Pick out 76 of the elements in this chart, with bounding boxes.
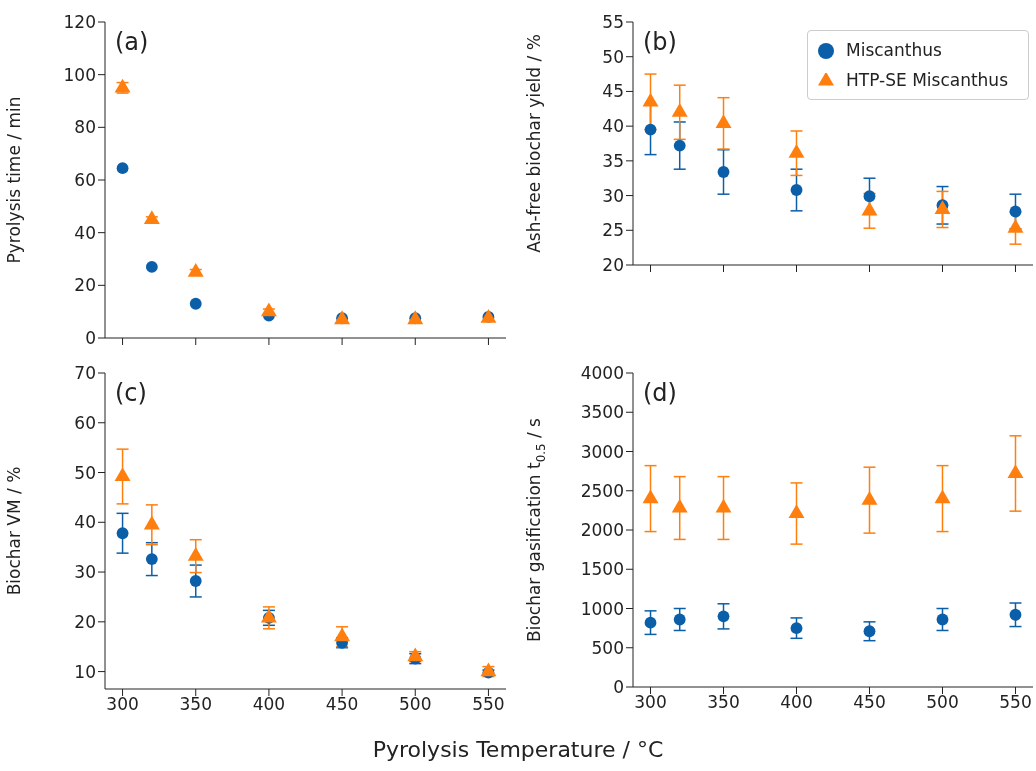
y-tick-label: 45 (602, 81, 624, 102)
x-tick-label: 450 (853, 692, 886, 713)
x-axis-title: Pyrolysis Temperature / °C (371, 737, 665, 762)
y-tick-label: 20 (74, 611, 96, 632)
y-tick-label: 30 (602, 185, 624, 206)
y-tick-label: 50 (602, 46, 624, 67)
y-tick-label: 3500 (580, 402, 624, 423)
point (673, 139, 686, 152)
x-tick-label: 400 (780, 692, 813, 713)
legend-label: Miscanthus (846, 40, 942, 60)
y-tick-label: 1500 (580, 559, 624, 580)
y-axis-title: Pyrolysis time / min (4, 96, 24, 264)
point (788, 144, 805, 158)
y-tick-label: 50 (74, 462, 96, 483)
point (145, 553, 158, 566)
y-tick-label: 3000 (580, 441, 624, 462)
y-tick-label: 30 (74, 562, 96, 583)
x-tick-label: 550 (999, 692, 1032, 713)
point (143, 210, 160, 225)
y-tick-label: 60 (74, 412, 96, 433)
x-tick-label: 500 (926, 692, 959, 713)
point (1009, 205, 1022, 218)
y-tick-label: 25 (602, 220, 624, 241)
y-tick-label: 20 (602, 255, 624, 276)
legend-label: HTP-SE Miscanthus (846, 70, 1008, 90)
y-tick-label: 120 (63, 12, 96, 33)
point (145, 260, 158, 273)
y-tick-label: 55 (602, 12, 624, 33)
y-tick-label: 40 (74, 512, 96, 533)
annotation: (b) (643, 28, 677, 56)
y-tick-label: 0 (85, 328, 96, 349)
y-tick-label: 100 (63, 64, 96, 85)
annotation: (d) (643, 379, 677, 407)
y-tick-label: 1000 (580, 598, 624, 619)
annotation: (c) (115, 379, 147, 407)
point (260, 302, 277, 317)
annotation: (a) (115, 28, 149, 56)
y-tick-label: 40 (74, 222, 96, 243)
y-tick-label: 2500 (580, 480, 624, 501)
y-tick-label: 80 (74, 117, 96, 138)
y-tick-label: 70 (74, 363, 96, 384)
x-tick-label: 300 (106, 694, 139, 715)
y-tick-label: 10 (74, 661, 96, 682)
point (644, 123, 657, 136)
point (116, 162, 129, 175)
x-tick-label: 500 (399, 694, 432, 715)
x-tick-label: 550 (472, 694, 505, 715)
point (187, 546, 204, 561)
x-tick-label: 350 (707, 692, 740, 713)
y-tick-label: 40 (602, 116, 624, 137)
point (642, 92, 659, 107)
point (715, 114, 732, 128)
point (116, 527, 129, 540)
point (189, 575, 202, 587)
y-tick-label: 500 (591, 637, 624, 658)
y-tick-label: 35 (602, 150, 624, 171)
y-tick-label: 2000 (580, 520, 624, 541)
point (790, 184, 803, 196)
x-tick-label: 300 (634, 692, 667, 713)
y-axis-title: Ash-free biochar yield / % (524, 34, 544, 253)
point (187, 262, 204, 277)
x-tick-label: 450 (325, 694, 359, 715)
point (143, 515, 160, 530)
y-axis-title: Biochar VM / % (4, 466, 24, 596)
y-tick-label: 4000 (580, 363, 624, 384)
point (671, 103, 688, 117)
point (717, 166, 730, 178)
x-tick-label: 350 (179, 694, 212, 715)
y-tick-label: 0 (613, 677, 624, 698)
point (863, 190, 876, 203)
point (189, 297, 202, 310)
point (114, 467, 131, 482)
y-tick-label: 60 (74, 170, 96, 191)
x-tick-label: 400 (252, 694, 286, 715)
y-tick-label: 20 (74, 275, 96, 296)
point (334, 627, 351, 642)
